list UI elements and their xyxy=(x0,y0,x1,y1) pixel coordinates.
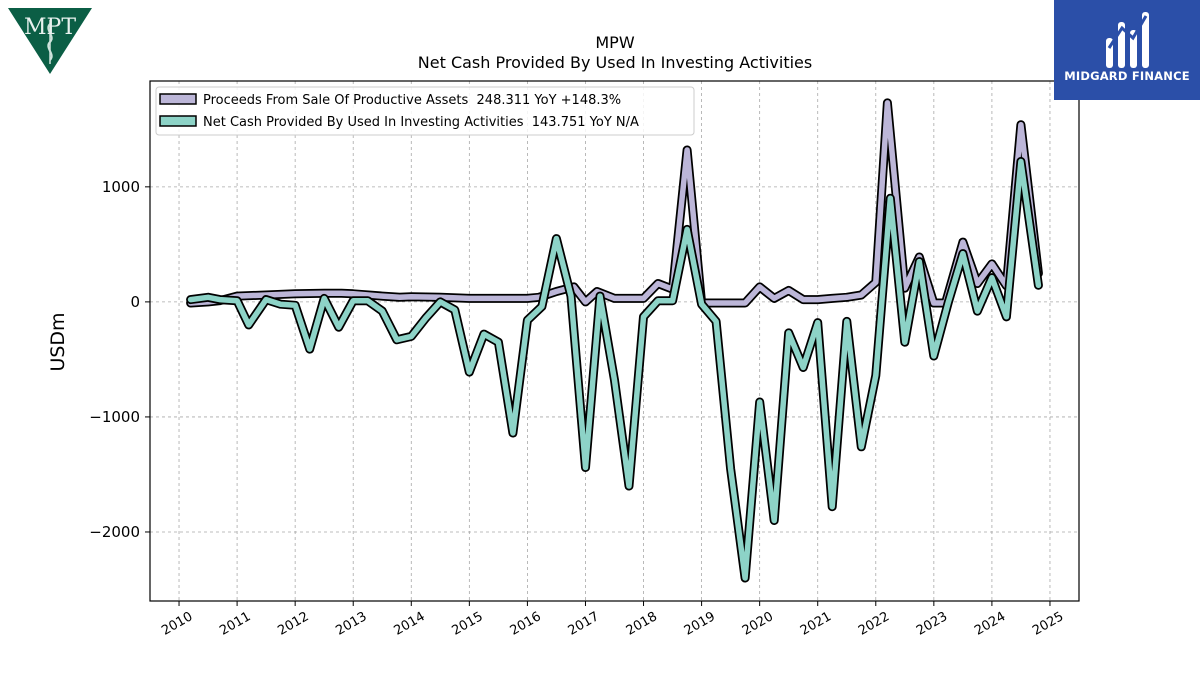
plot-frame xyxy=(149,80,1080,602)
x-tick-label: 2013 xyxy=(333,609,369,639)
x-tick-label: 2015 xyxy=(450,609,486,639)
x-tick-label: 2010 xyxy=(159,609,195,639)
y-tick-label: 1000 xyxy=(102,178,140,196)
y-axis-label: USDm xyxy=(47,312,69,371)
x-tick-label: 2016 xyxy=(508,609,544,639)
y-tick-label: 0 xyxy=(130,293,140,311)
brand-logo: MIDGARD FINANCE xyxy=(1054,0,1200,100)
legend-label-proceeds: Proceeds From Sale Of Productive Assets … xyxy=(203,93,621,108)
legend-swatch-net-cash xyxy=(159,115,197,127)
x-tick-label: 2023 xyxy=(914,609,950,639)
legend-label-net-cash: Net Cash Provided By Used In Investing A… xyxy=(203,115,639,130)
company-logo-text: MPT xyxy=(24,15,76,40)
legend-swatch-proceeds xyxy=(159,93,197,105)
brand-name: MIDGARD FINANCE xyxy=(1064,69,1190,83)
x-tick-label: 2025 xyxy=(1030,609,1066,639)
legend: Proceeds From Sale Of Productive Assets … xyxy=(155,86,695,136)
x-tick-label: 2017 xyxy=(566,609,602,639)
x-tick-label: 2021 xyxy=(798,609,834,639)
x-tick-label: 2024 xyxy=(972,609,1008,639)
x-tick-label: 2012 xyxy=(275,609,311,639)
chart-title: MPW xyxy=(595,33,634,52)
y-tick-label: −1000 xyxy=(89,408,140,426)
brand-mark-icon xyxy=(1106,12,1149,68)
x-tick-label: 2018 xyxy=(624,609,660,639)
series-line-1 xyxy=(187,158,1042,581)
company-logo: MPT xyxy=(8,6,92,76)
plot-lines xyxy=(186,98,1043,583)
legend-box xyxy=(155,86,695,136)
x-tick-label: 2019 xyxy=(682,609,718,639)
x-tick-label: 2022 xyxy=(856,609,892,639)
x-tick-label: 2014 xyxy=(391,609,427,639)
chart-subtitle: Net Cash Provided By Used In Investing A… xyxy=(418,53,812,72)
x-tick-label: 2011 xyxy=(217,609,253,639)
y-tick-label: −2000 xyxy=(89,523,140,541)
x-tick-label: 2020 xyxy=(740,609,776,639)
